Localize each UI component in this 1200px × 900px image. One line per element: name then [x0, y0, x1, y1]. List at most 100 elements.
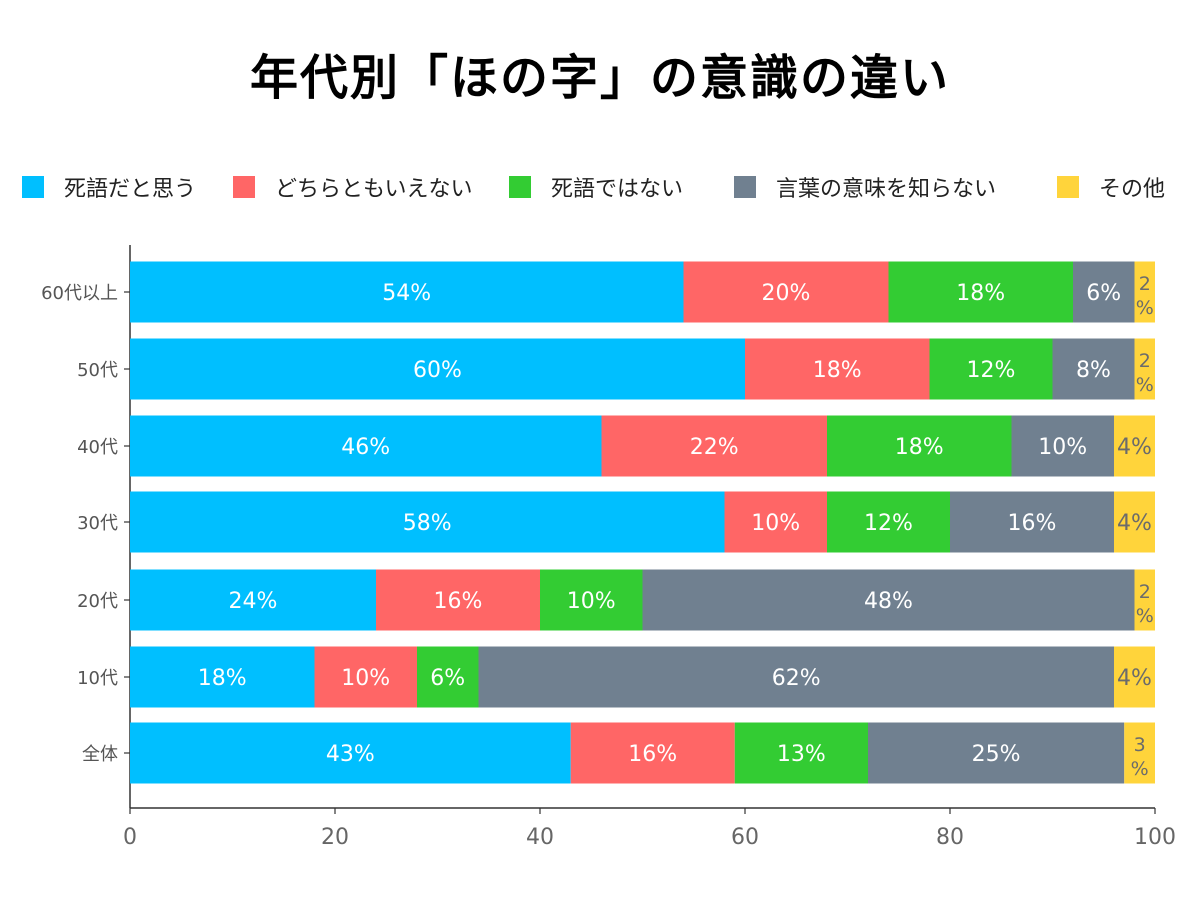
legend-label: 死語ではない [551, 177, 684, 202]
bar-segment [683, 261, 889, 323]
bar-value-label-unit: % [1136, 605, 1154, 627]
bar-segment [478, 646, 1114, 708]
legend-swatch [233, 176, 255, 198]
bar-segment [130, 646, 315, 708]
bar-value-label: 43% [326, 742, 375, 767]
bar-value-label-unit: % [1131, 758, 1149, 780]
x-tick-label: 40 [526, 825, 554, 850]
bar-value-label-unit: % [1136, 374, 1154, 396]
bar-segment [734, 722, 868, 784]
bar-value-label: 12% [967, 358, 1016, 383]
bar-segment [1124, 722, 1155, 784]
bar-segment [745, 338, 930, 400]
bar-segment [888, 261, 1073, 323]
bar-value-label: 2 [1139, 581, 1151, 603]
bar-segment [314, 646, 417, 708]
bar-value-label: 4% [1117, 435, 1152, 460]
bar-value-label: 8% [1076, 358, 1111, 383]
y-tick-label: 20代 [77, 591, 118, 612]
bar-value-label: 12% [864, 511, 913, 536]
x-tick-label: 60 [731, 825, 759, 850]
chart-title: 年代別「ほの字」の意識の違い [249, 50, 950, 106]
bar-value-label: 10% [341, 666, 390, 691]
y-tick-label: 40代 [77, 437, 118, 458]
legend-label: その他 [1099, 177, 1166, 202]
bar-segment [130, 569, 376, 631]
bar-segment [868, 722, 1125, 784]
bar-segment [1134, 338, 1155, 400]
bar-value-label: 18% [198, 666, 247, 691]
bar-value-label: 16% [628, 742, 677, 767]
bar-value-label: 22% [690, 435, 739, 460]
bar-value-label: 6% [1086, 281, 1121, 306]
bar-segment [950, 491, 1114, 553]
bar-segment [130, 261, 684, 323]
bar-value-label: 2 [1139, 350, 1151, 372]
bar-value-label: 6% [430, 666, 465, 691]
legend-swatch [1057, 176, 1079, 198]
bar-value-label: 54% [382, 281, 431, 306]
bar-value-label: 13% [777, 742, 826, 767]
bar-value-label: 48% [864, 589, 913, 614]
bar-segment [601, 415, 827, 477]
bar-segment [827, 415, 1012, 477]
legend-item: どちらともいえない [233, 170, 473, 204]
bar-segment [1011, 415, 1114, 477]
bar-segment [130, 415, 602, 477]
bar-value-label: 20% [762, 281, 811, 306]
y-tick-label: 10代 [77, 668, 118, 689]
bar-segment [724, 491, 827, 553]
bar-value-label: 16% [434, 589, 483, 614]
bar-segment [130, 722, 571, 784]
legend-item: 死語だと思う [22, 170, 196, 204]
bar-segment [540, 569, 643, 631]
bar-value-label: 25% [972, 742, 1021, 767]
bar-segment [1073, 261, 1135, 323]
legend-swatch [22, 176, 44, 198]
bar-value-label: 2 [1139, 273, 1151, 295]
bar-segment [1114, 491, 1155, 553]
y-tick-label: 50代 [77, 360, 118, 381]
bar-value-label: 10% [567, 589, 616, 614]
x-tick-label: 0 [123, 825, 137, 850]
bar-value-label: 58% [403, 511, 452, 536]
bar-segment [1114, 646, 1155, 708]
bar-segment [417, 646, 479, 708]
x-tick-label: 20 [321, 825, 349, 850]
legend-label: 死語だと思う [64, 177, 197, 202]
bar-value-label: 18% [895, 435, 944, 460]
y-tick-label: 30代 [77, 513, 118, 534]
y-tick-label: 60代以上 [41, 283, 118, 304]
bar-segment [827, 491, 950, 553]
bar-value-label: 16% [1008, 511, 1057, 536]
x-tick-label: 80 [936, 825, 964, 850]
legend-item: その他 [1057, 170, 1165, 204]
bar-segment [1114, 415, 1155, 477]
bar-segment [1134, 261, 1155, 323]
bar-value-label: 18% [813, 358, 862, 383]
bar-value-label: 3 [1134, 734, 1146, 756]
legend: 死語だと思う どちらともいえない 死語ではない 言葉の意味を知らない その他 [22, 170, 1182, 204]
legend-item: 死語ではない [509, 170, 683, 204]
bar-segment [1134, 569, 1155, 631]
bar-value-label-unit: % [1136, 297, 1154, 319]
legend-label: どちらともいえない [275, 177, 473, 202]
y-tick-label: 全体 [82, 744, 118, 765]
x-tick-label: 100 [1134, 825, 1176, 850]
bar-segment [130, 491, 725, 553]
bar-segment [1052, 338, 1135, 400]
bar-value-label: 4% [1117, 666, 1152, 691]
legend-swatch [734, 176, 756, 198]
bar-segment [642, 569, 1135, 631]
legend-label: 言葉の意味を知らない [776, 177, 997, 202]
bar-value-label: 18% [956, 281, 1005, 306]
legend-item: 言葉の意味を知らない [734, 170, 996, 204]
bar-segment [929, 338, 1053, 400]
bar-segment [376, 569, 540, 631]
bar-value-label: 24% [229, 589, 278, 614]
bar-value-label: 46% [341, 435, 390, 460]
bar-value-label: 10% [751, 511, 800, 536]
bar-value-label: 62% [772, 666, 821, 691]
bar-segment [570, 722, 735, 784]
